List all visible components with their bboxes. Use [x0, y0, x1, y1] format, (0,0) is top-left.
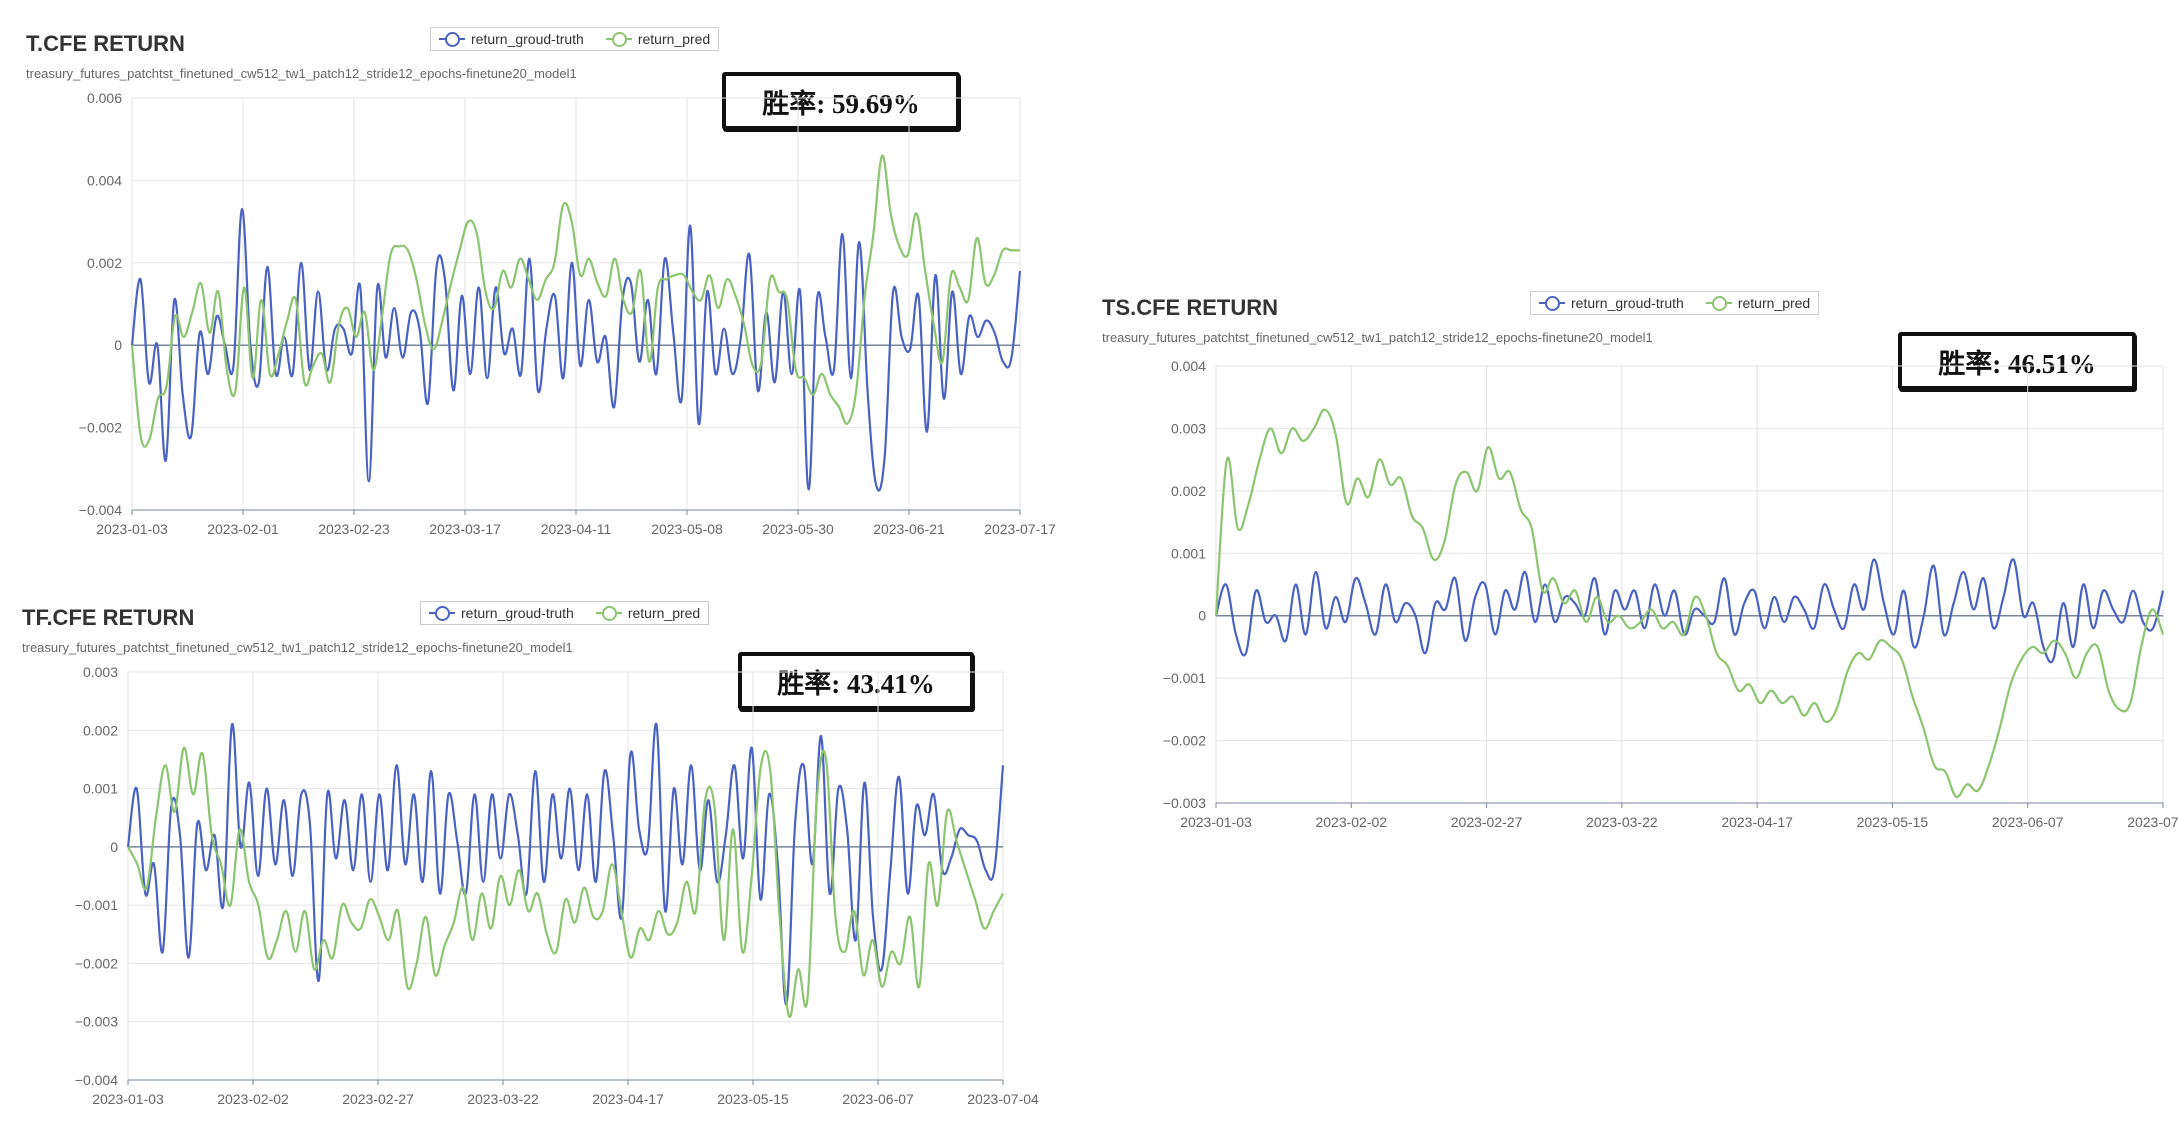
legend-item-pred[interactable]: return_pred: [595, 605, 701, 621]
chart-subtitle: treasury_futures_patchtst_finetuned_cw51…: [1102, 330, 1653, 345]
y-tick-label: 0.006: [87, 90, 122, 106]
y-tick-label: −0.003: [1163, 795, 1206, 811]
x-tick-label: 2023-07-04: [967, 1091, 1039, 1107]
series-line-ground-truth: [1214, 558, 2165, 664]
y-tick-label: 0.003: [1171, 420, 1206, 436]
legend-line-circle-icon: [605, 31, 632, 47]
legend-item-pred[interactable]: return_pred: [605, 31, 711, 47]
y-tick-label: 0.002: [1171, 483, 1206, 499]
chart-title: TS.CFE RETURN: [1102, 295, 1278, 320]
legend-label-pred: return_pred: [1737, 295, 1811, 311]
x-tick-label: 2023-02-01: [207, 521, 279, 537]
legend-line-circle-icon: [429, 605, 455, 621]
y-tick-label: −0.001: [75, 897, 118, 913]
chart-title: T.CFE RETURN: [26, 31, 185, 56]
legend-item-truth[interactable]: return_groud-truth: [439, 31, 584, 47]
y-tick-label: −0.002: [79, 420, 122, 436]
series-line-ground-truth: [130, 208, 1022, 492]
y-tick-label: −0.004: [79, 502, 122, 518]
y-tick-label: 0.001: [1171, 545, 1206, 561]
x-tick-label: 2023-04-17: [1721, 814, 1793, 830]
x-tick-label: 2023-01-03: [92, 1091, 164, 1107]
x-tick-label: 2023-07-17: [984, 521, 1056, 537]
win-rate-badge: 胜率: 59.69%: [722, 72, 960, 130]
x-tick-label: 2023-01-03: [1180, 814, 1252, 830]
x-tick-label: 2023-02-27: [342, 1091, 414, 1107]
series-line-ground-truth: [126, 722, 1005, 1006]
y-tick-label: 0.004: [1171, 358, 1206, 374]
x-tick-label: 2023-06-07: [1992, 814, 2064, 830]
chart-legend: return_groud-truth return_pred: [1530, 291, 1820, 315]
x-tick-label: 2023-04-17: [592, 1091, 664, 1107]
chart-subtitle: treasury_futures_patchtst_finetuned_cw51…: [22, 640, 573, 655]
legend-label-truth: return_groud-truth: [461, 605, 574, 621]
chart-legend: return_groud-truth return_pred: [420, 601, 710, 625]
legend-label-truth: return_groud-truth: [1571, 295, 1684, 311]
legend-label-pred: return_pred: [627, 605, 701, 621]
x-tick-label: 2023-03-17: [429, 521, 501, 537]
y-tick-label: 0.002: [83, 722, 118, 738]
series-line-pred: [130, 154, 1020, 448]
x-tick-label: 2023-02-02: [217, 1091, 289, 1107]
x-tick-label: 2023-05-15: [1857, 814, 1929, 830]
y-tick-label: 0.001: [83, 781, 118, 797]
y-tick-label: 0: [114, 337, 122, 353]
x-tick-label: 2023-02-02: [1315, 814, 1387, 830]
t-cfe-line-chart: 0.006 0.004 0.002 0 −0.002 −0.004 2023-01-03 20…: [79, 90, 1056, 537]
x-tick-label: 2023-06-21: [873, 521, 945, 537]
x-tick-label: 2023-02-27: [1451, 814, 1523, 830]
x-tick-label: 2023-05-08: [651, 521, 723, 537]
y-tick-label: 0: [110, 839, 118, 855]
chart-subtitle: treasury_futures_patchtst_finetuned_cw51…: [26, 66, 577, 81]
x-tick-label: 2023-06-07: [842, 1091, 914, 1107]
y-tick-label: −0.003: [75, 1014, 118, 1030]
legend-item-truth[interactable]: return_groud-truth: [1539, 295, 1684, 311]
chart-title: TF.CFE RETURN: [22, 605, 195, 630]
legend-item-pred[interactable]: return_pred: [1705, 295, 1811, 311]
y-tick-label: −0.004: [75, 1072, 118, 1088]
chart-legend: return_groud-truth return_pred: [430, 27, 720, 51]
x-tick-label: 2023-05-30: [762, 521, 834, 537]
legend-item-truth[interactable]: return_groud-truth: [429, 605, 574, 621]
x-tick-label: 2023-03-22: [467, 1091, 539, 1107]
series-line-pred: [127, 746, 1004, 1018]
legend-line-circle-icon: [1539, 295, 1565, 311]
legend-line-circle-icon: [1705, 295, 1732, 311]
y-tick-label: −0.002: [1163, 733, 1206, 749]
x-tick-label: 2023-07-04: [2127, 814, 2178, 830]
y-tick-label: 0.004: [87, 172, 122, 188]
x-tick-label: 2023-05-15: [717, 1091, 789, 1107]
x-tick-label: 2023-03-22: [1586, 814, 1658, 830]
legend-line-circle-icon: [595, 605, 622, 621]
x-tick-label: 2023-04-11: [541, 521, 612, 537]
series-line-pred: [1214, 408, 2165, 799]
x-tick-label: 2023-01-03: [96, 521, 168, 537]
legend-label-pred: return_pred: [637, 31, 711, 47]
y-tick-label: −0.002: [75, 955, 118, 971]
y-tick-label: 0: [1198, 608, 1206, 624]
y-tick-label: −0.001: [1163, 670, 1206, 686]
legend-label-truth: return_groud-truth: [471, 31, 584, 47]
legend-line-circle-icon: [439, 31, 465, 47]
y-tick-label: 0.003: [83, 664, 118, 680]
win-rate-badge: 胜率: 43.41%: [738, 652, 974, 710]
win-rate-badge: 胜率: 46.51%: [1898, 332, 2136, 390]
tf-cfe-line-chart: 0.003 0.002 0.001 0 −0.001 −0.002 −0.003 −0.004…: [75, 664, 1039, 1107]
x-tick-label: 2023-02-23: [318, 521, 390, 537]
y-tick-label: 0.002: [87, 255, 122, 271]
